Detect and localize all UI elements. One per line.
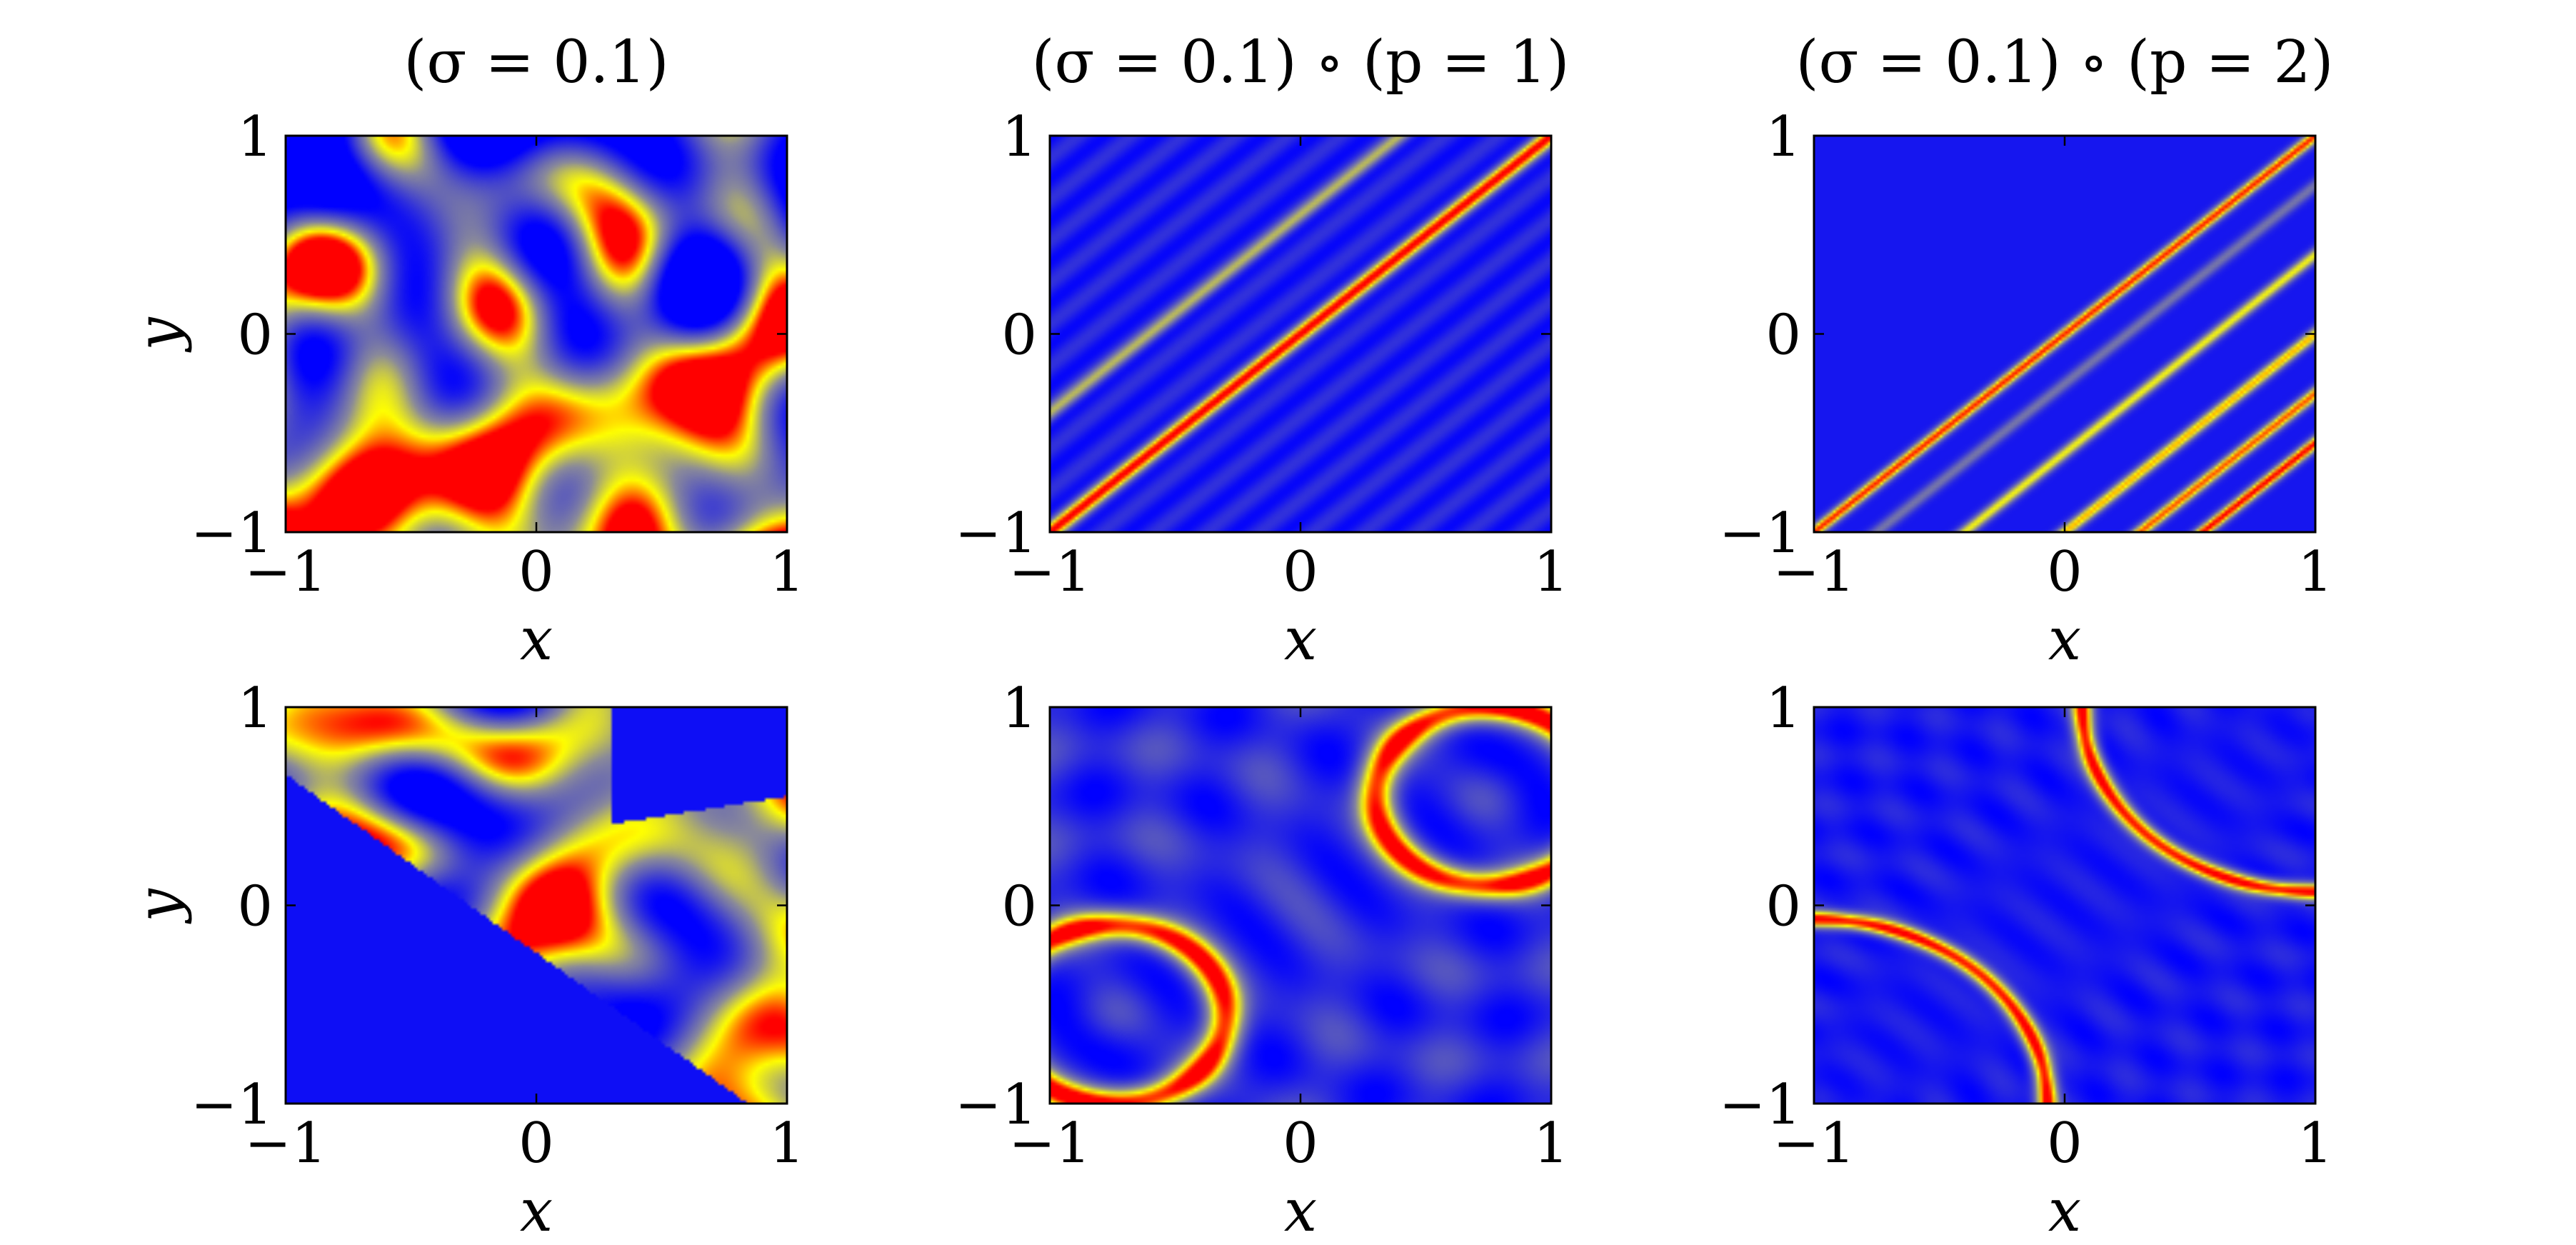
y-tick-label: 0	[237, 875, 273, 939]
x-tick-label: 1	[769, 1111, 805, 1176]
x-axis-label: x	[520, 606, 553, 674]
y-tick-label: 1	[1001, 105, 1037, 169]
y-tick-label: −1	[191, 501, 273, 566]
y-tick-label: 0	[1001, 875, 1037, 939]
x-axis-label: x	[520, 1177, 553, 1245]
x-axis-label: x	[1284, 1177, 1317, 1245]
x-tick-label: 1	[2297, 1111, 2333, 1176]
x-tick-label: 0	[2047, 1111, 2083, 1176]
x-tick-label: 0	[2047, 540, 2083, 604]
y-tick-label: −1	[1719, 501, 1801, 566]
heatmap-image	[1814, 136, 2315, 532]
y-tick-label: 0	[1765, 875, 1801, 939]
x-tick-label: −1	[245, 1111, 327, 1176]
subplot-0-1: −1 0 1 −1 0 1 x (σ = 0.1) ∘ (p = 1)	[955, 29, 1569, 674]
x-tick-label: 0	[1283, 540, 1318, 604]
y-tick-label: −1	[191, 1073, 273, 1137]
heatmap-image	[1050, 707, 1551, 1104]
subplot-0-0: −1 0 1 −1 0 1 x y (σ = 0.1)	[125, 29, 805, 674]
y-axis-label: y	[125, 888, 193, 925]
x-tick-label: 1	[1533, 540, 1569, 604]
x-tick-label: −1	[1009, 540, 1091, 604]
heatmap-image	[286, 136, 787, 532]
y-axis-label: y	[125, 316, 193, 354]
y-tick-label: −1	[955, 1073, 1037, 1137]
subplot-1-0: −1 0 1 −1 0 1 x y	[125, 676, 805, 1245]
x-tick-label: 0	[1283, 1111, 1318, 1176]
subplot-title: (σ = 0.1) ∘ (p = 2)	[1795, 29, 2333, 96]
heatmap-image	[1814, 707, 2315, 1104]
x-tick-label: 1	[1533, 1111, 1569, 1176]
y-tick-label: 0	[237, 304, 273, 368]
y-tick-label: −1	[955, 501, 1037, 566]
subplot-1-1: −1 0 1 −1 0 1 x	[955, 676, 1569, 1245]
y-tick-label: 1	[237, 105, 273, 169]
heatmap-image	[1050, 136, 1551, 532]
heatmap-image	[286, 707, 787, 1104]
y-tick-label: 1	[1765, 105, 1801, 169]
x-tick-label: 0	[518, 540, 554, 604]
subplot-title: (σ = 0.1) ∘ (p = 1)	[1031, 29, 1569, 96]
x-tick-label: −1	[1009, 1111, 1091, 1176]
y-tick-label: 1	[237, 676, 273, 741]
y-tick-label: −1	[1719, 1073, 1801, 1137]
y-tick-label: 0	[1765, 304, 1801, 368]
x-tick-label: −1	[245, 540, 327, 604]
x-tick-label: 1	[2297, 540, 2333, 604]
x-axis-label: x	[1284, 606, 1317, 674]
y-tick-label: 0	[1001, 304, 1037, 368]
y-tick-label: 1	[1001, 676, 1037, 741]
subplot-0-2: −1 0 1 −1 0 1 x (σ = 0.1) ∘ (p = 2)	[1719, 29, 2333, 674]
x-tick-label: 0	[518, 1111, 554, 1176]
x-axis-label: x	[2048, 606, 2081, 674]
y-tick-label: 1	[1765, 676, 1801, 741]
subplot-1-2: −1 0 1 −1 0 1 x	[1719, 676, 2333, 1245]
x-axis-label: x	[2048, 1177, 2081, 1245]
x-tick-label: −1	[1773, 540, 1855, 604]
x-tick-label: −1	[1773, 1111, 1855, 1176]
subplot-title: (σ = 0.1)	[404, 29, 668, 96]
x-tick-label: 1	[769, 540, 805, 604]
